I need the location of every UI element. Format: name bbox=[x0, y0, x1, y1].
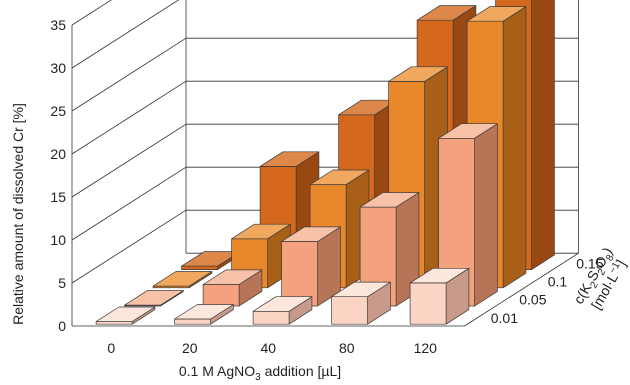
bar-top-0.01-20 bbox=[174, 304, 234, 320]
depth-title-sub2: 2 bbox=[596, 267, 609, 278]
bar-top-0.01-0 bbox=[95, 306, 156, 322]
depth-title-sub1: 2 bbox=[588, 280, 601, 291]
bar-0.05-0 bbox=[124, 290, 184, 307]
gridline-side-5 bbox=[71, 37, 187, 112]
depth-title-sup: −1 bbox=[607, 260, 622, 276]
y-tick-3: 15 bbox=[50, 189, 66, 205]
bar-0.01-0 bbox=[95, 306, 156, 325]
bar-0.01-80 bbox=[331, 281, 391, 325]
y-tick-6: 30 bbox=[50, 60, 66, 76]
depth-axis-line bbox=[464, 252, 579, 327]
gridline-side-4 bbox=[71, 80, 187, 155]
y-tick-4: 20 bbox=[50, 146, 66, 162]
depth-tick-1: 0.05 bbox=[519, 292, 546, 308]
bar-top-0.1-0 bbox=[152, 271, 213, 287]
x-tick-0: 0 bbox=[107, 340, 115, 356]
gridline-side-7 bbox=[71, 0, 112, 26]
y-tick-5: 25 bbox=[50, 103, 66, 119]
y-tick-1: 5 bbox=[58, 275, 66, 291]
y-tick-0: 0 bbox=[58, 318, 66, 334]
ticks-layer: 0 5 10 15 20 25 30 35 0 20 40 80 120 0.010.050.1 0.15 bbox=[50, 17, 603, 356]
bar-top-0.01-120 bbox=[409, 267, 470, 284]
bar-0.05-120 bbox=[438, 123, 498, 307]
bar-front-0.01-0 bbox=[95, 321, 133, 325]
bar-top-0.05-0 bbox=[124, 290, 184, 306]
bar-top-0.1-20 bbox=[231, 223, 291, 240]
bar-side-0.15-120 bbox=[531, 0, 555, 270]
bar-top-0.05-120 bbox=[438, 123, 498, 139]
gridline-side-2 bbox=[71, 166, 187, 241]
bar-top-0.15-80 bbox=[416, 5, 477, 21]
bar-front-0.01-120 bbox=[409, 282, 447, 325]
bar-top-0.01-40 bbox=[252, 296, 313, 312]
bar-front-0.15-0 bbox=[181, 265, 218, 270]
bar-0.01-120 bbox=[409, 267, 470, 325]
bar-0.05-80 bbox=[359, 192, 420, 307]
x-tick-4: 120 bbox=[414, 340, 438, 356]
bar-top-0.05-40 bbox=[281, 226, 341, 242]
bar-top-0.1-40 bbox=[309, 169, 370, 185]
x-axis-title-pre: 0.1 M AgNO bbox=[179, 363, 255, 379]
bar-front-0.01-20 bbox=[174, 318, 211, 325]
bar-top-0.01-80 bbox=[331, 281, 391, 298]
bar-0.05-20 bbox=[202, 269, 263, 307]
depth-title-sub3: 8 bbox=[604, 253, 617, 264]
bar-0.1-0 bbox=[152, 271, 213, 289]
gridline-side-6 bbox=[71, 0, 180, 69]
bar-0.01-40 bbox=[252, 296, 313, 325]
x-axis-title: 0.1 M AgNO3 addition [µL] bbox=[179, 363, 341, 383]
bar-front-0.01-40 bbox=[252, 310, 290, 325]
depth-tick-0: 0.01 bbox=[491, 310, 518, 326]
x-tick-2: 40 bbox=[260, 340, 276, 356]
bar-side-0.1-120 bbox=[502, 6, 527, 289]
y-tick-7: 35 bbox=[50, 17, 66, 33]
x-axis-title-sub: 3 bbox=[255, 372, 261, 383]
depth-title-f: ] bbox=[613, 257, 629, 268]
bar-top-0.05-20 bbox=[202, 269, 263, 285]
bar-0.01-20 bbox=[174, 304, 234, 325]
bar-front-0.05-20 bbox=[202, 284, 240, 307]
depth-tick-3: 0.15 bbox=[576, 255, 603, 271]
bar-top-0.05-80 bbox=[359, 192, 420, 208]
bar-top-0.1-80 bbox=[388, 66, 448, 82]
bar-0.05-40 bbox=[281, 226, 341, 307]
y-axis-title: Relative amount of dissolved Cr [%] bbox=[10, 103, 26, 325]
y-tick-2: 10 bbox=[50, 232, 66, 248]
bar-front-0.01-80 bbox=[331, 296, 368, 325]
depth-tick-2: 0.1 bbox=[548, 274, 568, 290]
bar-top-0.15-20 bbox=[259, 151, 320, 167]
bar-side-0.05-120 bbox=[474, 123, 498, 307]
x-tick-1: 20 bbox=[182, 340, 198, 356]
x-tick-3: 80 bbox=[339, 340, 355, 356]
bar-front-0.05-40 bbox=[281, 241, 318, 307]
bars-layer bbox=[95, 0, 555, 325]
bar-top-0.1-120 bbox=[466, 6, 527, 22]
gridline-side-1 bbox=[71, 209, 187, 284]
x-axis-title-post: addition [µL] bbox=[261, 363, 341, 379]
gridline-side-3 bbox=[71, 123, 187, 198]
